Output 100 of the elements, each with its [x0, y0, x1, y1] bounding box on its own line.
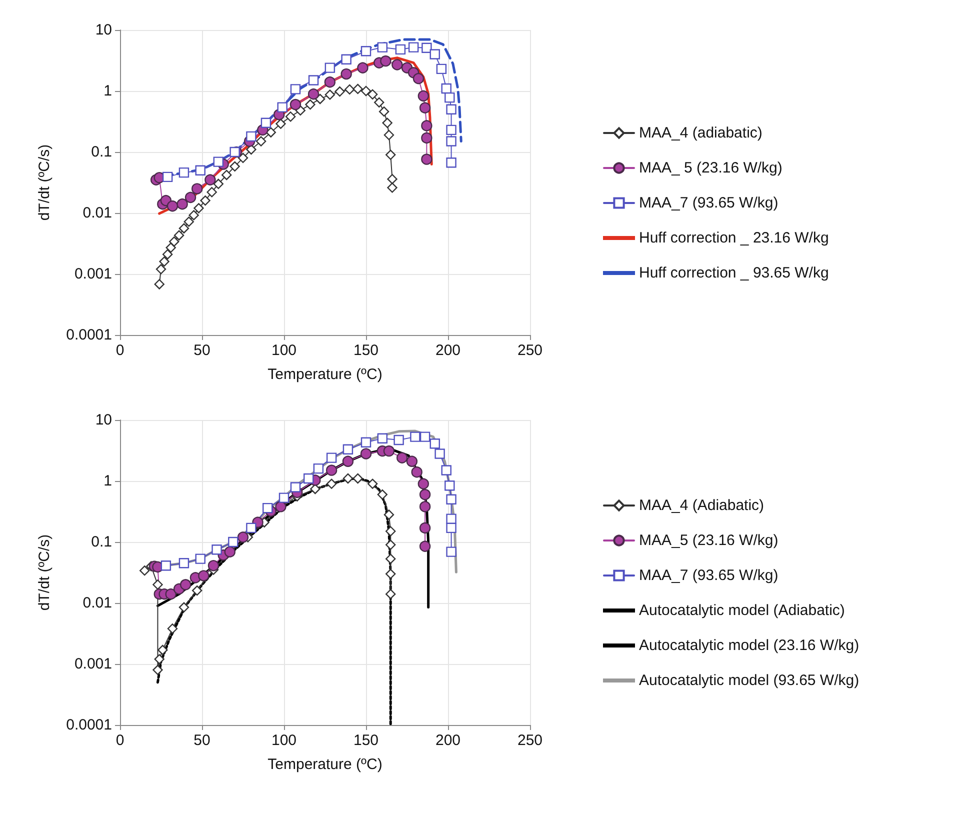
point	[408, 42, 419, 52]
point	[262, 502, 273, 514]
point	[446, 136, 456, 146]
point	[395, 44, 406, 55]
point	[256, 136, 266, 146]
point	[334, 86, 345, 97]
point	[246, 131, 256, 142]
legend-label: MAA_ 5 (23.16 W/kg)	[639, 160, 782, 176]
point	[421, 132, 432, 144]
point	[313, 463, 324, 474]
y-tick-label: 0.1	[91, 534, 112, 550]
y-tick-label: 0.01	[82, 594, 112, 612]
y-tick-label: 0.01	[82, 204, 112, 222]
point	[324, 90, 336, 100]
point	[436, 64, 447, 74]
legend-label: Autocatalytic model (Adiabatic)	[639, 602, 845, 619]
point	[195, 554, 206, 564]
y-tick-label: 0.001	[74, 266, 112, 282]
point	[387, 174, 398, 184]
point	[160, 560, 172, 571]
point	[213, 178, 224, 189]
point	[419, 522, 431, 534]
point	[192, 585, 202, 596]
point	[444, 480, 455, 491]
point	[412, 72, 424, 84]
point	[154, 654, 164, 664]
point	[165, 588, 176, 600]
point	[360, 86, 372, 96]
point	[386, 526, 396, 536]
x-axis-title: Temperature (ºC)	[268, 366, 382, 383]
point	[290, 84, 301, 94]
point	[212, 544, 222, 555]
x-tick-label: 200	[435, 732, 461, 749]
point	[184, 192, 196, 204]
point	[357, 62, 368, 74]
point	[166, 200, 178, 212]
point	[342, 456, 354, 467]
point	[342, 473, 354, 484]
point	[419, 488, 431, 500]
point	[377, 489, 388, 500]
point	[159, 256, 170, 267]
point	[237, 532, 249, 543]
point	[195, 165, 206, 176]
point	[154, 279, 164, 290]
point	[169, 236, 180, 247]
point	[167, 624, 178, 634]
legend-label: Autocatalytic model (93.65 W/kg)	[639, 672, 860, 689]
y-tick-label: 0.1	[91, 144, 112, 160]
point	[308, 75, 319, 86]
point	[411, 466, 422, 478]
y-tick-label: 10	[95, 412, 112, 428]
point	[194, 203, 204, 214]
y-tick-label: 10	[95, 22, 112, 38]
x-tick-label: 150	[353, 732, 379, 749]
y-tick-label: 0.001	[74, 656, 112, 672]
point	[382, 118, 392, 128]
x-tick-label: 200	[435, 342, 461, 359]
point	[213, 156, 224, 167]
point	[419, 102, 431, 114]
point	[246, 522, 256, 534]
point	[230, 161, 240, 172]
point	[326, 452, 337, 463]
point	[386, 150, 396, 160]
point	[140, 565, 150, 576]
point	[178, 167, 190, 178]
point	[152, 580, 163, 590]
x-tick-label: 50	[194, 732, 210, 749]
point	[260, 118, 272, 128]
point	[446, 494, 456, 504]
point	[430, 49, 440, 60]
point	[285, 112, 296, 122]
point	[341, 54, 352, 64]
point	[308, 88, 320, 100]
point	[166, 242, 176, 253]
point	[162, 249, 173, 260]
y-axis-title: dT/dt (ºC/s)	[36, 144, 53, 221]
point	[386, 540, 396, 550]
x-tick-label: 250	[517, 732, 543, 749]
point	[342, 444, 354, 454]
point	[446, 158, 456, 168]
point	[387, 182, 398, 193]
point	[367, 478, 378, 489]
point	[184, 216, 194, 227]
point	[162, 172, 173, 182]
legend-label: Huff correction _ 23.16 W/kg	[639, 230, 829, 246]
point	[441, 465, 452, 476]
point	[200, 195, 210, 206]
point	[384, 130, 394, 140]
point	[421, 120, 432, 132]
y-axis-title: dT/dt (ºC/s)	[36, 534, 53, 611]
legend-label: MAA_5 (23.16 W/kg)	[639, 532, 778, 549]
point	[434, 448, 445, 459]
point	[191, 183, 203, 194]
point	[392, 59, 403, 70]
point	[441, 83, 452, 94]
point	[386, 568, 396, 579]
x-axis-title: Temperature (ºC)	[268, 756, 382, 773]
point	[377, 42, 388, 52]
point	[208, 560, 220, 572]
point	[360, 437, 372, 448]
